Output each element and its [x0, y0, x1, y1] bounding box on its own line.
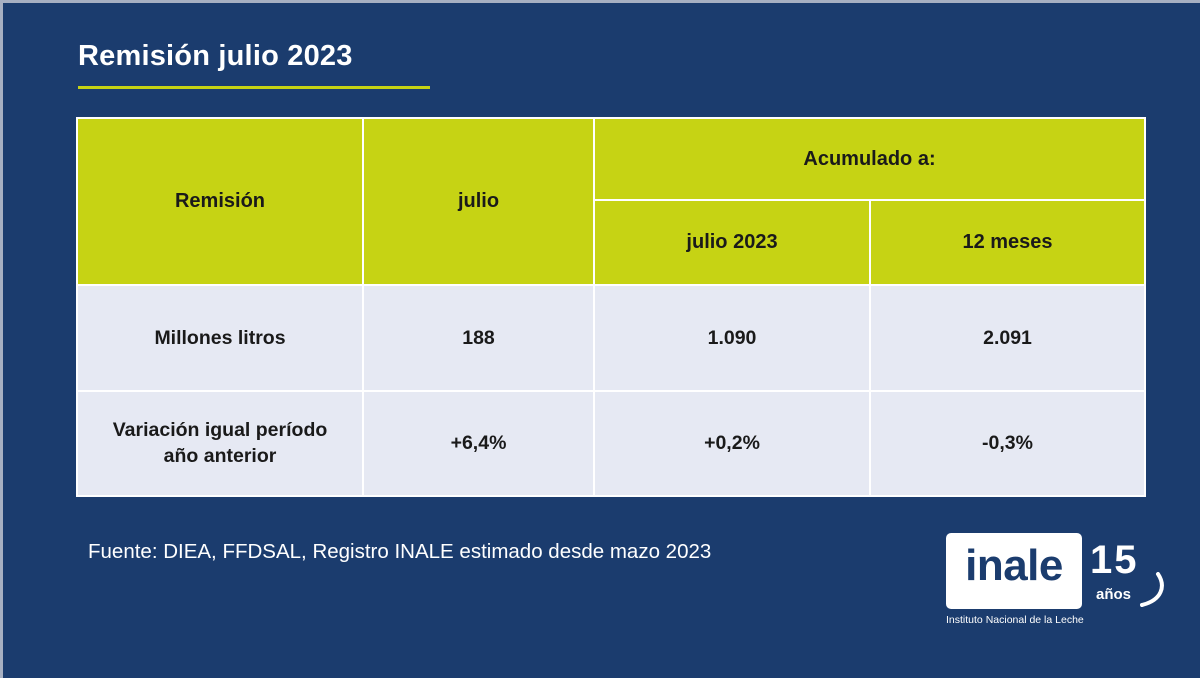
logo-subtitle: Instituto Nacional de la Leche: [946, 614, 1084, 626]
logo-arc-icon: [1140, 572, 1164, 607]
header-12-meses: 12 meses: [869, 199, 1146, 287]
cell-acum-12-meses: -0,3%: [869, 389, 1146, 498]
inale-logo: inale: [946, 533, 1082, 609]
header-acumulado: Acumulado a:: [593, 116, 1146, 202]
header-julio: julio: [362, 116, 595, 287]
table-row: Millones litros 188 1.090 2.091: [76, 284, 1146, 392]
row-label-line2: año anterior: [163, 445, 277, 468]
source-note: Fuente: DIEA, FFDSAL, Registro INALE est…: [88, 540, 712, 563]
cell-julio: 188: [362, 284, 595, 392]
row-label-millones: Millones litros: [76, 284, 364, 392]
logo-anniversary-years: años: [1096, 586, 1132, 603]
slide-title: Remisión julio 2023: [78, 40, 353, 72]
cell-acum-julio-2023: +0,2%: [593, 389, 871, 498]
header-julio-2023: julio 2023: [593, 199, 871, 287]
cell-julio: +6,4%: [362, 389, 595, 498]
cell-acum-julio-2023: 1.090: [593, 284, 871, 392]
row-label-variacion: Variación igual período año anterior: [76, 389, 364, 498]
slide-border-left: [0, 0, 3, 678]
cell-acum-12-meses: 2.091: [869, 284, 1146, 392]
header-remision: Remisión: [76, 116, 364, 287]
slide-border-top: [0, 0, 1200, 3]
title-underline: [78, 86, 430, 89]
logo-wordmark: inale: [965, 541, 1063, 590]
remision-table: Remisión julio Acumulado a: julio 2023 1…: [76, 116, 1146, 498]
logo-anniversary-number: 15: [1090, 538, 1139, 582]
row-label-line1: Variación igual período: [112, 419, 328, 442]
table-row: Variación igual período año anterior +6,…: [76, 389, 1146, 498]
